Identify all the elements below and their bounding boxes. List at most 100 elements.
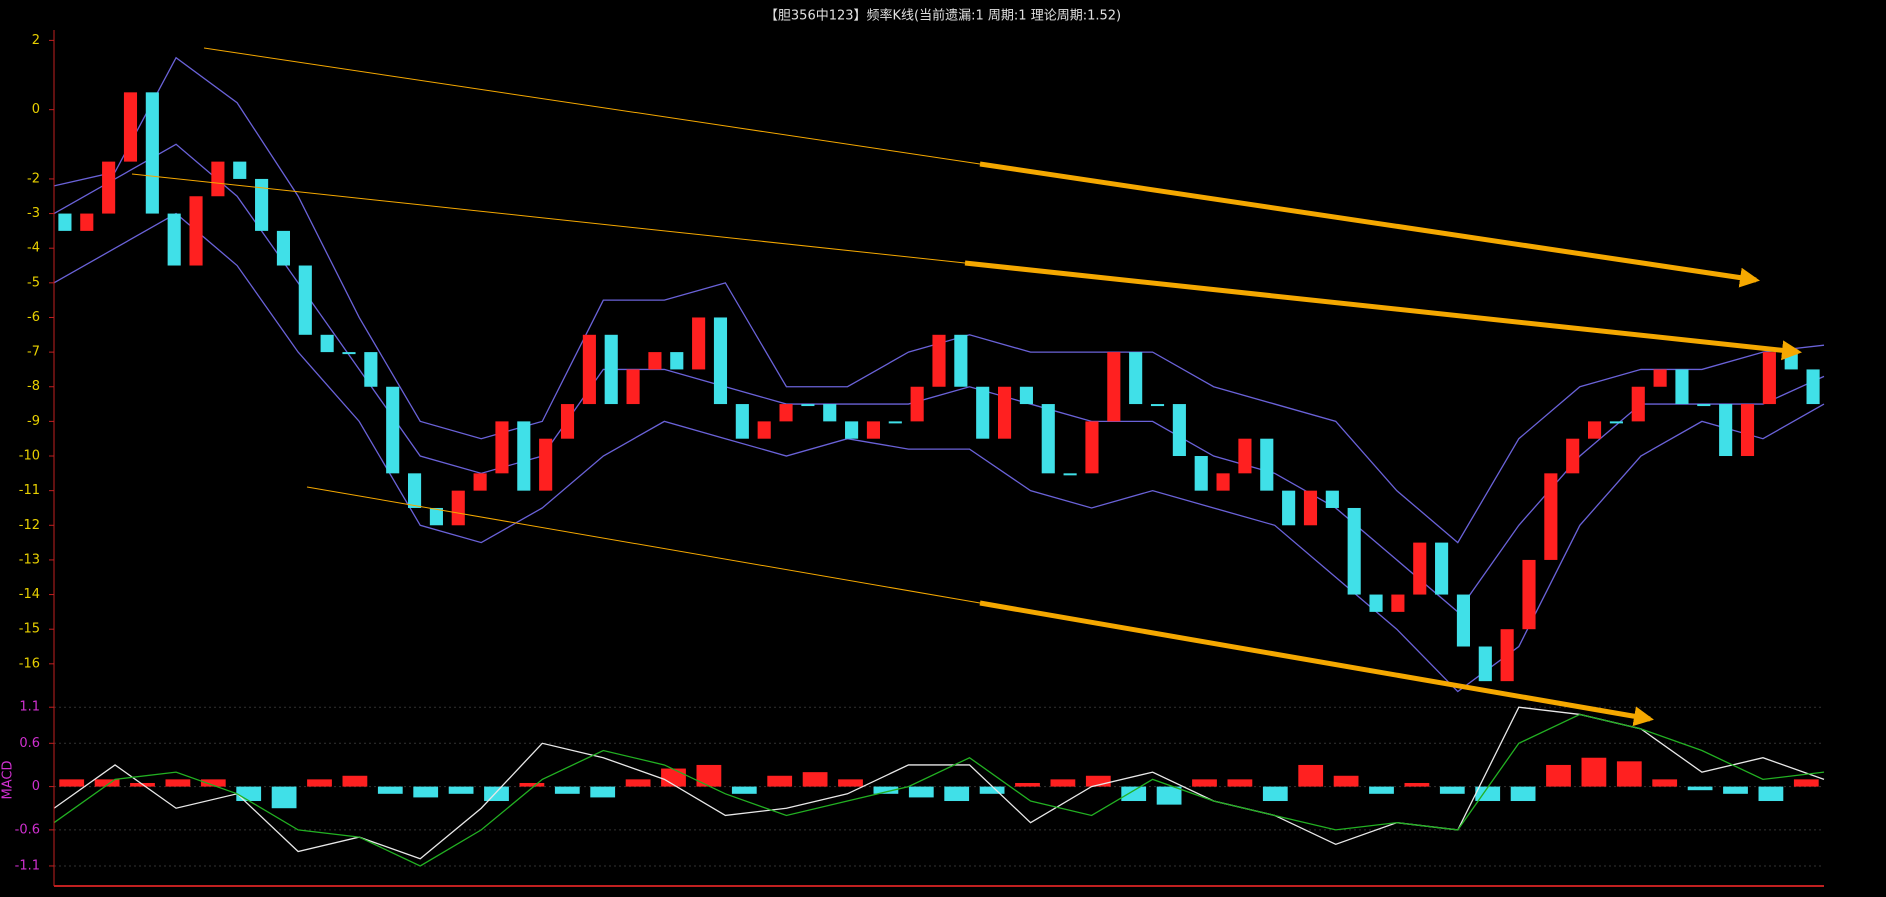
candle xyxy=(1282,490,1296,526)
y-tick-label: -5 xyxy=(27,275,40,290)
candle xyxy=(1260,438,1274,491)
candle xyxy=(1697,404,1711,407)
candle xyxy=(1806,369,1820,405)
histogram-bar xyxy=(236,786,262,802)
candle xyxy=(1391,594,1405,612)
histogram-bar xyxy=(1192,779,1217,787)
histogram-bar xyxy=(944,786,970,802)
candle xyxy=(888,421,902,424)
candle xyxy=(342,352,356,355)
candle xyxy=(735,404,749,439)
candle xyxy=(364,352,378,387)
candle xyxy=(648,352,662,370)
histogram-bar xyxy=(1404,782,1430,787)
y-tick-label: -12 xyxy=(19,518,40,533)
panel-label: MACD xyxy=(1,761,16,800)
candle xyxy=(1740,404,1755,457)
candle xyxy=(998,386,1012,439)
candle xyxy=(1129,352,1143,405)
y-tick-label: -1.1 xyxy=(15,858,40,873)
histogram-bar xyxy=(554,786,580,794)
trend-arrow xyxy=(979,161,1760,288)
histogram-bar xyxy=(342,775,368,787)
candle xyxy=(1653,369,1667,387)
trend-line xyxy=(131,173,966,264)
candle xyxy=(539,438,553,491)
candle xyxy=(670,352,684,370)
candle xyxy=(123,92,138,162)
candle xyxy=(1347,507,1361,595)
histogram-bar xyxy=(165,779,191,787)
candle xyxy=(1456,594,1470,647)
candle xyxy=(233,161,247,179)
y-tick-label: -13 xyxy=(19,552,40,567)
histogram-bar xyxy=(94,779,120,787)
candle xyxy=(779,404,793,422)
y-tick-label: -14 xyxy=(19,587,40,602)
candle xyxy=(1107,352,1121,422)
candle xyxy=(255,178,269,231)
histogram-bar xyxy=(1546,764,1571,787)
histogram-bar xyxy=(1262,786,1288,802)
candle xyxy=(866,421,880,439)
candle xyxy=(145,92,159,214)
histogram-bar xyxy=(1121,786,1147,802)
candle xyxy=(1435,542,1449,595)
candle xyxy=(560,404,575,439)
y-tick-label: -10 xyxy=(19,449,40,464)
candle xyxy=(823,404,837,422)
histogram-bar xyxy=(1227,779,1253,787)
histogram-bar xyxy=(448,786,474,794)
histogram-bar xyxy=(590,786,616,798)
candle xyxy=(1719,404,1733,457)
y-tick-label: 2 xyxy=(32,33,40,48)
histogram-bar xyxy=(1581,757,1607,787)
histogram-bar xyxy=(1758,786,1784,802)
candle xyxy=(1522,559,1536,630)
y-tick-label: -3 xyxy=(27,206,40,221)
candle xyxy=(910,386,924,422)
histogram-bar xyxy=(413,786,439,798)
histogram-bar xyxy=(1616,761,1642,787)
candle xyxy=(1085,421,1099,474)
candle xyxy=(1566,438,1580,474)
histogram-bar xyxy=(802,772,828,787)
line-series xyxy=(53,143,1825,613)
candle xyxy=(1500,629,1514,682)
histogram-bar xyxy=(484,786,509,802)
candle xyxy=(495,421,509,474)
histogram-bar xyxy=(767,775,793,787)
candle xyxy=(1041,404,1055,474)
line-series xyxy=(53,713,1825,867)
y-tick-label: -6 xyxy=(27,310,40,325)
candle xyxy=(517,421,531,491)
candle xyxy=(473,473,487,491)
candle xyxy=(58,213,72,231)
candle xyxy=(976,386,990,439)
candle xyxy=(1544,473,1558,560)
candle xyxy=(582,334,596,405)
y-tick-label: -11 xyxy=(19,483,40,498)
trend-line xyxy=(306,486,981,604)
line-series xyxy=(53,706,1825,860)
candle xyxy=(211,161,225,197)
candle xyxy=(1609,421,1623,424)
histogram-bar xyxy=(696,764,722,787)
histogram-bar xyxy=(1298,764,1324,787)
y-tick-label: -4 xyxy=(27,241,40,256)
candle xyxy=(1631,386,1645,422)
candle xyxy=(320,334,334,353)
histogram-bar xyxy=(1687,786,1713,791)
candle xyxy=(954,334,968,387)
candle xyxy=(1413,542,1427,595)
candle xyxy=(1150,404,1165,407)
histogram-bar xyxy=(873,786,899,794)
candle xyxy=(1019,386,1033,405)
histogram-bar xyxy=(625,779,651,787)
y-tick-label: -9 xyxy=(27,414,40,429)
candle xyxy=(1063,473,1077,476)
histogram-bar xyxy=(838,779,863,787)
y-tick-label: -2 xyxy=(27,171,40,186)
histogram-bar xyxy=(1793,779,1819,787)
